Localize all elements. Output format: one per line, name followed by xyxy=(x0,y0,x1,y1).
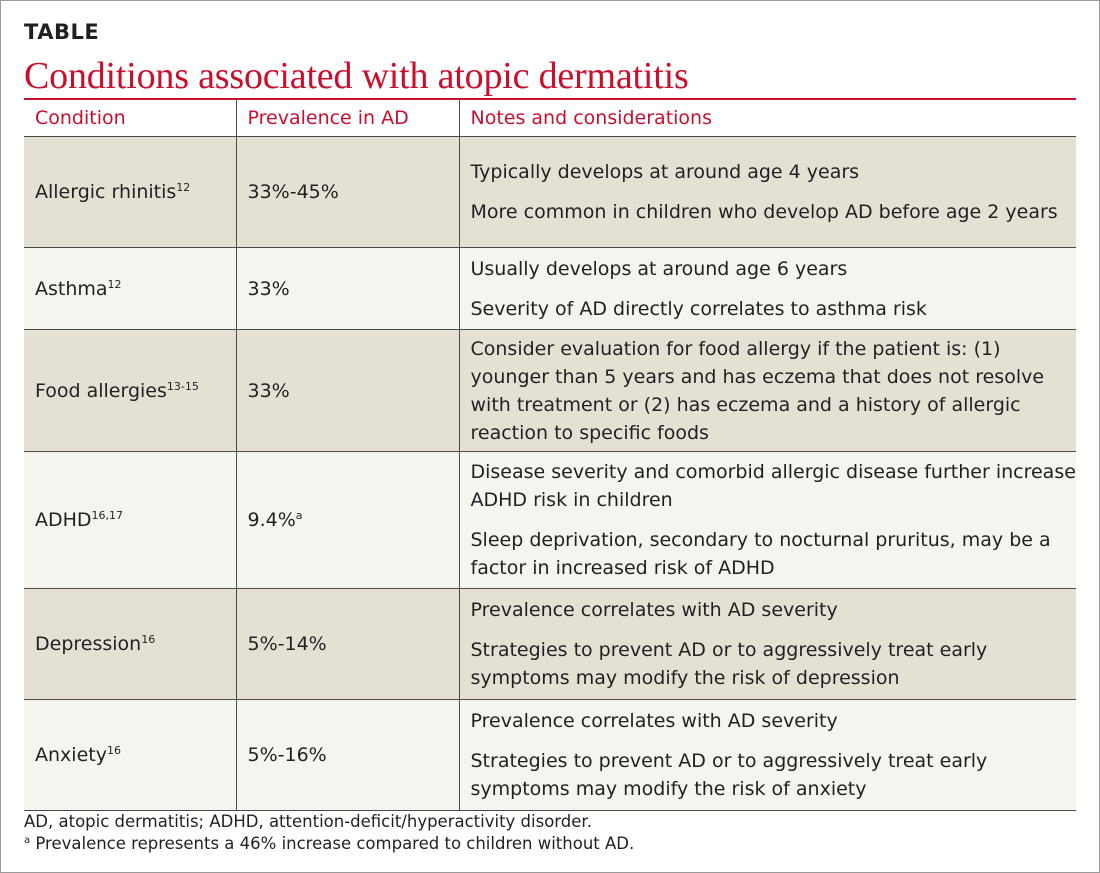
table-title: Conditions associated with atopic dermat… xyxy=(24,55,689,97)
note-text: Consider evaluation for food allergy if … xyxy=(470,337,1045,444)
reference-superscript: 12 xyxy=(107,277,122,291)
condition-cell: Anxiety16 xyxy=(24,699,236,811)
condition-cell: ADHD16,17 xyxy=(24,451,236,589)
reference-superscript: 16,17 xyxy=(91,509,124,522)
condition-name: ADHD xyxy=(35,509,92,531)
condition-cell: Depression16 xyxy=(24,588,236,700)
reference-superscript: 13-15 xyxy=(166,379,199,393)
table-row: Food allergies13-15 33% Consider evaluat… xyxy=(24,329,1076,452)
table-label: TABLE xyxy=(24,20,100,44)
table-header-row: Condition Prevalence in AD Notes and con… xyxy=(24,99,1076,137)
column-header-prevalence: Prevalence in AD xyxy=(235,99,459,137)
prevalence-cell: 9.4%a xyxy=(235,451,459,589)
column-header-condition: Condition xyxy=(24,99,236,137)
condition-name: Anxiety xyxy=(35,744,107,766)
condition-cell: Food allergies13-15 xyxy=(24,329,236,452)
abbreviations-note: AD, atopic dermatitis; ADHD, attention-d… xyxy=(24,812,592,831)
prevalence-value: 5%-14% xyxy=(247,633,327,655)
prevalence-cell: 5%-14% xyxy=(235,588,459,700)
condition-cell: Allergic rhinitis12 xyxy=(24,136,236,248)
note-text: Disease severity and comorbid allergic d… xyxy=(470,461,1076,511)
condition-name: Allergic rhinitis xyxy=(35,181,177,203)
note-text: Prevalence correlates with AD severity xyxy=(470,599,838,621)
reference-superscript: 16 xyxy=(141,633,156,646)
note-text: Prevalence correlates with AD severity xyxy=(470,710,838,732)
prevalence-value: 9.4% xyxy=(247,509,296,531)
footnote-text: Prevalence represents a 46% increase com… xyxy=(30,834,635,853)
notes-cell: Prevalence correlates with AD severity S… xyxy=(458,699,1076,811)
note-text: More common in children who develop AD b… xyxy=(470,201,1058,223)
condition-name: Food allergies xyxy=(35,379,167,402)
table-row: Asthma12 33% Usually develops at around … xyxy=(24,247,1076,330)
condition-cell: Asthma12 xyxy=(24,247,236,330)
condition-name: Depression xyxy=(35,633,142,655)
prevalence-value: 5%-16% xyxy=(247,744,327,766)
prevalence-cell: 33%-45% xyxy=(235,136,459,248)
table-row: Depression16 5%-14% Prevalence correlate… xyxy=(24,588,1076,700)
prevalence-value: 33% xyxy=(247,277,290,300)
table-footer: AD, atopic dermatitis; ADHD, attention-d… xyxy=(24,811,634,855)
note-text: Strategies to prevent AD or to aggressiv… xyxy=(470,639,988,689)
prevalence-cell: 5%-16% xyxy=(235,699,459,811)
table-row: ADHD16,17 9.4%a Disease severity and com… xyxy=(24,451,1076,589)
note-text: Strategies to prevent AD or to aggressiv… xyxy=(470,750,988,800)
prevalence-value: 33% xyxy=(247,379,290,402)
notes-cell: Typically develops at around age 4 years… xyxy=(458,136,1076,248)
prevalence-cell: 33% xyxy=(235,329,459,452)
footnote: a Prevalence represents a 46% increase c… xyxy=(24,833,634,855)
notes-cell: Disease severity and comorbid allergic d… xyxy=(458,451,1076,589)
footnote-mark: a xyxy=(295,509,303,522)
note-text: Sleep deprivation, secondary to nocturna… xyxy=(470,529,1051,579)
notes-cell: Usually develops at around age 6 years S… xyxy=(458,247,1076,330)
table-row: Anxiety16 5%-16% Prevalence correlates w… xyxy=(24,699,1076,811)
note-text: Severity of AD directly correlates to as… xyxy=(470,297,927,320)
reference-superscript: 16 xyxy=(106,744,121,757)
condition-name: Asthma xyxy=(35,277,108,300)
table-row: Allergic rhinitis12 33%-45% Typically de… xyxy=(24,136,1076,248)
prevalence-cell: 33% xyxy=(235,247,459,330)
column-header-notes: Notes and considerations xyxy=(458,99,1076,137)
prevalence-value: 33%-45% xyxy=(247,181,339,203)
note-text: Typically develops at around age 4 years xyxy=(470,161,860,183)
footnote-mark: a xyxy=(24,835,31,846)
title-rule xyxy=(24,98,1076,100)
note-text: Usually develops at around age 6 years xyxy=(470,257,848,280)
notes-cell: Prevalence correlates with AD severity S… xyxy=(458,588,1076,700)
reference-superscript: 12 xyxy=(176,181,191,194)
conditions-table: Condition Prevalence in AD Notes and con… xyxy=(24,99,1076,811)
notes-cell: Consider evaluation for food allergy if … xyxy=(458,329,1076,452)
